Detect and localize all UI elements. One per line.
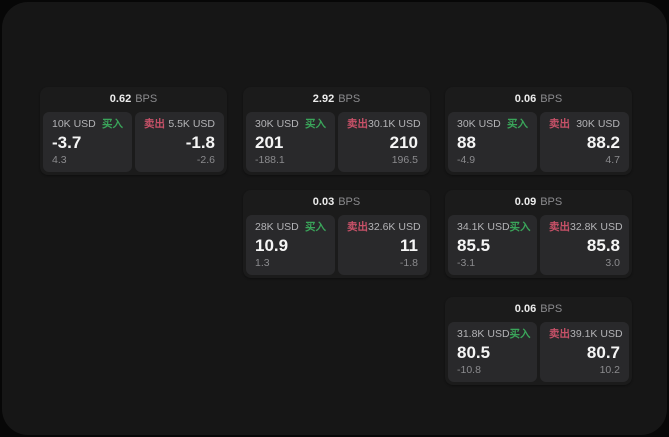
- quote-card: 0.09 BPS 34.1K USD 买入 85.5 -3.1 卖出 32.8K…: [445, 190, 632, 278]
- sell-price: -1.8: [185, 133, 215, 152]
- buy-amount: 30K USD: [255, 118, 299, 130]
- quote-card: 2.92 BPS 30K USD 买入 201 -188.1 卖出 30.1K …: [243, 87, 430, 175]
- buy-label: 买入: [509, 221, 531, 233]
- sell-panel[interactable]: 卖出 5.5K USD -1.8 -2.6: [135, 112, 224, 172]
- card-header: 0.62 BPS: [40, 87, 227, 112]
- sell-amount: 32.8K USD: [570, 221, 623, 233]
- sell-delta: 196.5: [391, 154, 418, 166]
- sell-amount: 30.1K USD: [368, 118, 421, 130]
- buy-amount: 31.8K USD: [457, 328, 510, 340]
- buy-panel[interactable]: 30K USD 买入 201 -188.1: [246, 112, 335, 172]
- buy-delta: -4.9: [457, 154, 476, 166]
- buy-amount: 28K USD: [255, 221, 299, 233]
- sell-panel[interactable]: 卖出 32.6K USD 11 -1.8: [338, 215, 427, 275]
- sell-panel[interactable]: 卖出 30.1K USD 210 196.5: [338, 112, 427, 172]
- sell-label: 卖出: [347, 118, 368, 130]
- buy-label: 买入: [305, 118, 326, 130]
- buy-price: 10.9: [255, 236, 289, 255]
- sell-label: 卖出: [549, 328, 570, 340]
- buy-panel[interactable]: 34.1K USD 买入 85.5 -3.1: [448, 215, 537, 275]
- buy-panel[interactable]: 30K USD 买入 88 -4.9: [448, 112, 537, 172]
- sell-delta: -1.8: [399, 257, 418, 269]
- buy-panel[interactable]: 28K USD 买入 10.9 1.3: [246, 215, 335, 275]
- sell-price: 11: [400, 236, 418, 255]
- bps-value: 0.62: [109, 93, 132, 105]
- sell-price: 85.8: [586, 236, 620, 255]
- sell-price: 210: [389, 133, 418, 152]
- sell-panel[interactable]: 卖出 39.1K USD 80.7 10.2: [540, 322, 629, 382]
- bps-unit: BPS: [338, 93, 361, 105]
- bps-unit: BPS: [540, 93, 563, 105]
- buy-price: 85.5: [457, 236, 491, 255]
- bps-unit: BPS: [135, 93, 158, 105]
- buy-price: 201: [255, 133, 284, 152]
- bps-unit: BPS: [338, 196, 361, 208]
- buy-delta: -3.1: [457, 257, 476, 269]
- sell-label: 卖出: [549, 221, 570, 233]
- buy-delta: 1.3: [255, 257, 270, 269]
- buy-label: 买入: [305, 221, 326, 233]
- bps-value: 0.06: [514, 93, 537, 105]
- card-header: 0.06 BPS: [445, 87, 632, 112]
- sell-delta: 3.0: [605, 257, 620, 269]
- quote-card: 0.62 BPS 10K USD 买入 -3.7 4.3 卖出 5.5K USD: [40, 87, 227, 175]
- sell-label: 卖出: [549, 118, 570, 130]
- sell-label: 卖出: [144, 118, 165, 130]
- buy-label: 买入: [102, 118, 123, 130]
- card-header: 2.92 BPS: [243, 87, 430, 112]
- bps-value: 0.06: [514, 303, 537, 315]
- buy-delta: -188.1: [255, 154, 285, 166]
- buy-label: 买入: [507, 118, 528, 130]
- card-header: 0.03 BPS: [243, 190, 430, 215]
- sell-price: 80.7: [586, 343, 620, 362]
- sell-delta: 10.2: [599, 364, 620, 376]
- buy-price: -3.7: [52, 133, 82, 152]
- quote-card: 0.03 BPS 28K USD 买入 10.9 1.3 卖出 32.6K US…: [243, 190, 430, 278]
- sell-price: 88.2: [586, 133, 620, 152]
- buy-label: 买入: [509, 328, 531, 340]
- buy-delta: -10.8: [457, 364, 481, 376]
- card-header: 0.06 BPS: [445, 297, 632, 322]
- buy-amount: 34.1K USD: [457, 221, 510, 233]
- sell-amount: 5.5K USD: [168, 118, 215, 130]
- sell-panel[interactable]: 卖出 30K USD 88.2 4.7: [540, 112, 629, 172]
- card-header: 0.09 BPS: [445, 190, 632, 215]
- sell-amount: 32.6K USD: [368, 221, 421, 233]
- bps-value: 2.92: [312, 93, 335, 105]
- buy-amount: 10K USD: [52, 118, 96, 130]
- sell-amount: 30K USD: [576, 118, 620, 130]
- bps-value: 0.09: [514, 196, 537, 208]
- sell-delta: -2.6: [196, 154, 215, 166]
- sell-label: 卖出: [347, 221, 368, 233]
- buy-delta: 4.3: [52, 154, 67, 166]
- quote-card: 0.06 BPS 30K USD 买入 88 -4.9 卖出 30K USD: [445, 87, 632, 175]
- buy-price: 80.5: [457, 343, 491, 362]
- buy-panel[interactable]: 31.8K USD 买入 80.5 -10.8: [448, 322, 537, 382]
- sell-amount: 39.1K USD: [570, 328, 623, 340]
- bps-value: 0.03: [312, 196, 335, 208]
- buy-price: 88: [457, 133, 476, 152]
- sell-delta: 4.7: [605, 154, 620, 166]
- buy-amount: 30K USD: [457, 118, 501, 130]
- quote-card: 0.06 BPS 31.8K USD 买入 80.5 -10.8 卖出 39.1…: [445, 297, 632, 385]
- bps-unit: BPS: [540, 303, 563, 315]
- bps-unit: BPS: [540, 196, 563, 208]
- buy-panel[interactable]: 10K USD 买入 -3.7 4.3: [43, 112, 132, 172]
- sell-panel[interactable]: 卖出 32.8K USD 85.8 3.0: [540, 215, 629, 275]
